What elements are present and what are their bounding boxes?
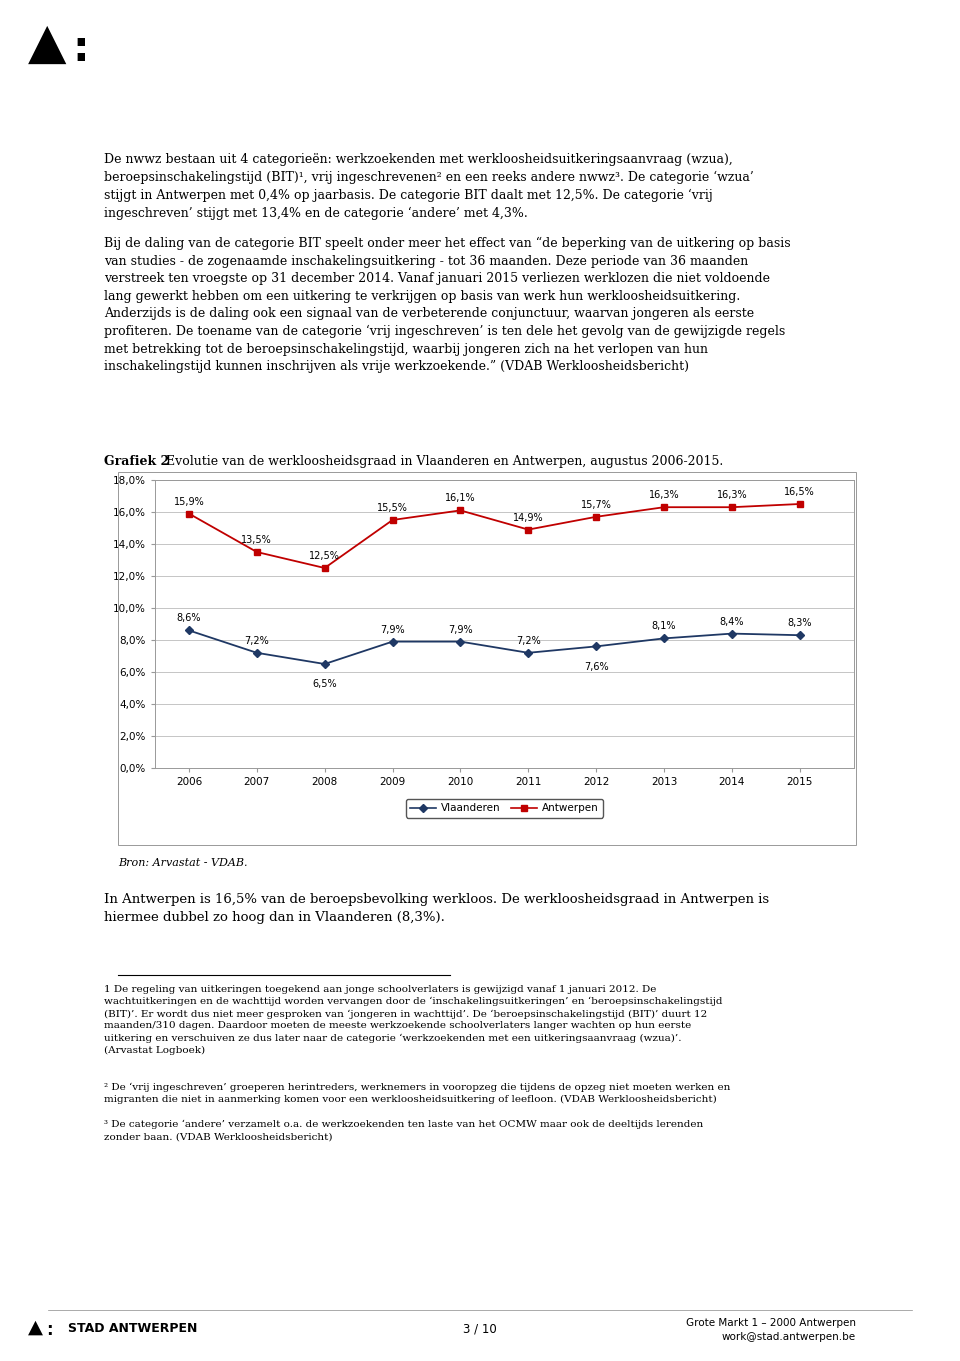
- Text: 8,1%: 8,1%: [652, 622, 676, 632]
- Text: 15,9%: 15,9%: [174, 497, 204, 506]
- Text: 1 De regeling van uitkeringen toegekend aan jonge schoolverlaters is gewijzigd v: 1 De regeling van uitkeringen toegekend …: [104, 985, 723, 1055]
- Text: Evolutie van de werkloosheidsgraad in Vlaanderen en Antwerpen, augustus 2006-201: Evolutie van de werkloosheidsgraad in Vl…: [162, 455, 723, 468]
- Text: 8,3%: 8,3%: [787, 618, 812, 629]
- Text: 16,1%: 16,1%: [445, 494, 476, 504]
- Text: 12,5%: 12,5%: [309, 551, 340, 561]
- Text: 7,2%: 7,2%: [516, 636, 540, 646]
- Text: Bron: Arvastat - VDAB.: Bron: Arvastat - VDAB.: [118, 857, 248, 868]
- Text: 7,9%: 7,9%: [448, 625, 472, 634]
- Text: ² De ‘vrij ingeschreven’ groeperen herintreders, werknemers in vooropzeg die tij: ² De ‘vrij ingeschreven’ groeperen herin…: [104, 1083, 731, 1104]
- Text: 15,5%: 15,5%: [377, 504, 408, 513]
- Text: 13,5%: 13,5%: [241, 535, 273, 544]
- Text: 7,2%: 7,2%: [245, 636, 269, 646]
- Text: 8,6%: 8,6%: [177, 614, 202, 623]
- Text: 7,6%: 7,6%: [584, 661, 609, 672]
- Text: De nwwz bestaan uit 4 categorieën: werkzoekenden met werkloosheidsuitkeringsaanv: De nwwz bestaan uit 4 categorieën: werkz…: [104, 152, 754, 219]
- Text: :: :: [46, 1322, 53, 1339]
- Text: Grote Markt 1 – 2000 Antwerpen: Grote Markt 1 – 2000 Antwerpen: [686, 1317, 856, 1328]
- Text: ³ De categorie ‘andere’ verzamelt o.a. de werkzoekenden ten laste van het OCMW m: ³ De categorie ‘andere’ verzamelt o.a. d…: [104, 1120, 704, 1141]
- Legend: Vlaanderen, Antwerpen: Vlaanderen, Antwerpen: [406, 799, 603, 818]
- Text: Bij de daling van de categorie BIT speelt onder meer het effect van “de beperkin: Bij de daling van de categorie BIT speel…: [104, 237, 791, 373]
- Text: work@stad.antwerpen.be: work@stad.antwerpen.be: [722, 1332, 856, 1342]
- Text: 16,3%: 16,3%: [716, 490, 747, 501]
- Text: In Antwerpen is 16,5% van de beroepsbevolking werkloos. De werkloosheidsgraad in: In Antwerpen is 16,5% van de beroepsbevo…: [104, 893, 769, 924]
- Text: 8,4%: 8,4%: [720, 617, 744, 626]
- Text: 16,3%: 16,3%: [649, 490, 680, 501]
- Text: :: :: [72, 29, 88, 69]
- Text: 6,5%: 6,5%: [312, 679, 337, 689]
- Text: ▲: ▲: [28, 20, 66, 68]
- Text: Grafiek 2: Grafiek 2: [104, 455, 169, 468]
- Text: 7,9%: 7,9%: [380, 625, 405, 634]
- Text: 3 / 10: 3 / 10: [463, 1322, 497, 1335]
- Text: 14,9%: 14,9%: [513, 513, 543, 523]
- Text: 16,5%: 16,5%: [784, 487, 815, 497]
- Text: ▲: ▲: [28, 1317, 43, 1337]
- Text: 15,7%: 15,7%: [581, 499, 612, 510]
- Text: STAD ANTWERPEN: STAD ANTWERPEN: [68, 1322, 198, 1335]
